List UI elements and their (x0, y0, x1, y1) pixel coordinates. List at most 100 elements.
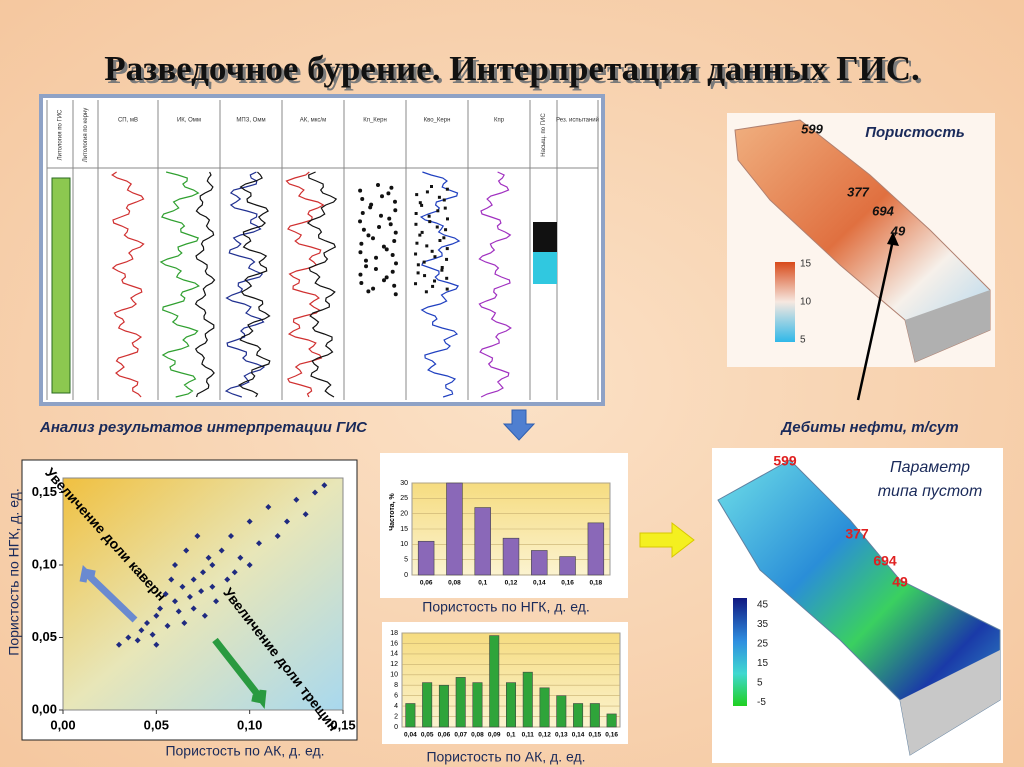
model-title: Пористость (865, 124, 965, 141)
track-header: Литология по ГИС (58, 109, 64, 160)
core-point (393, 261, 398, 266)
bar (506, 682, 516, 728)
core-point (422, 260, 426, 264)
point (179, 583, 186, 590)
point (172, 598, 178, 605)
core-point (427, 214, 431, 218)
pointer-head (887, 232, 899, 246)
bar (531, 550, 548, 576)
bar (455, 677, 466, 728)
scale-label: 15 (757, 658, 769, 669)
x-tick-label: 0,14 (533, 580, 546, 587)
core-point (424, 290, 428, 294)
x-tick-label: 0,12 (505, 580, 518, 587)
model-title: Параметр (890, 459, 970, 476)
point (194, 533, 201, 539)
x-tick-label: 0,16 (561, 580, 574, 587)
core-point (366, 233, 371, 238)
point (209, 583, 216, 590)
core-point (358, 219, 363, 224)
point (205, 554, 212, 561)
x-tick-label: 0,14 (572, 732, 585, 739)
bar (589, 703, 600, 728)
core-point (425, 244, 429, 248)
x-tick-label: 0,06 (438, 732, 451, 739)
caption: Анализ результатов интерпретации ГИС (39, 419, 368, 436)
core-point (390, 269, 395, 274)
core-point (420, 230, 424, 234)
x-axis-label: Пористость по АК, д. ед. (426, 749, 585, 765)
bar (539, 687, 550, 728)
core-point (414, 252, 418, 256)
core-point (360, 211, 365, 215)
track-header: Рез. испытаний (556, 117, 599, 124)
point (265, 504, 272, 510)
x-tick-label: 0,05 (144, 717, 169, 732)
bar (446, 482, 463, 576)
y-tick-label: 15 (400, 526, 408, 533)
core-point (430, 249, 434, 253)
core-point (384, 247, 389, 252)
x-tick-label: 0,08 (471, 732, 484, 739)
point (181, 620, 188, 626)
point (321, 482, 328, 489)
scale-label: -5 (757, 697, 766, 708)
core-point (381, 278, 386, 283)
pointer-line (856, 239, 895, 401)
point (168, 576, 175, 583)
point (144, 620, 150, 626)
log-curve (111, 171, 145, 398)
log-curve (194, 171, 216, 398)
point (284, 518, 290, 525)
core-point (437, 195, 441, 199)
y-tick-label: 14 (390, 651, 398, 658)
x-tick-label: 0,08 (448, 580, 461, 587)
x-tick-label: 0,1 (478, 580, 487, 587)
x-axis-label: Пористость по НГК, д. ед. (422, 599, 589, 615)
bar (606, 713, 617, 728)
y-tick-label: 8 (394, 682, 398, 689)
point (218, 547, 225, 554)
well-label: 377 (845, 526, 869, 542)
core-point (377, 225, 382, 229)
core-point (442, 198, 446, 202)
core-point (378, 213, 383, 218)
x-tick-label: 0,15 (330, 717, 355, 732)
x-tick-label: 0,07 (454, 732, 467, 739)
core-point (433, 279, 437, 283)
core-point (370, 236, 375, 241)
saturation (533, 252, 557, 284)
core-point (435, 225, 439, 229)
title: Разведочное бурение. Интерпретация данны… (104, 49, 919, 88)
x-tick-label: 0,00 (50, 717, 75, 732)
core-point (393, 292, 398, 297)
bar (522, 671, 533, 728)
color-scale (775, 262, 795, 342)
point (231, 569, 238, 576)
point (149, 631, 156, 638)
y-tick-label: 0,00 (32, 701, 57, 716)
point (224, 576, 231, 583)
core-point (387, 216, 392, 221)
y-tick-label: 0,10 (32, 556, 57, 571)
core-point (416, 271, 420, 275)
core-point (381, 244, 386, 249)
bar (438, 684, 449, 728)
core-point (386, 191, 391, 196)
point (201, 612, 208, 619)
core-point (414, 222, 418, 226)
point (213, 598, 220, 605)
scale-label: 25 (757, 639, 769, 650)
core-point (445, 187, 449, 191)
y-tick-label: 12 (390, 661, 398, 668)
point (246, 518, 253, 525)
track-header: Кпр (494, 118, 505, 124)
log-curve (224, 171, 266, 398)
scale-label: 45 (757, 600, 769, 611)
core-point (445, 217, 449, 221)
point (116, 641, 122, 648)
bar (556, 695, 567, 728)
x-tick-label: 0,13 (555, 732, 568, 739)
x-axis-label: Пористость по АК, д. ед. (165, 743, 324, 759)
